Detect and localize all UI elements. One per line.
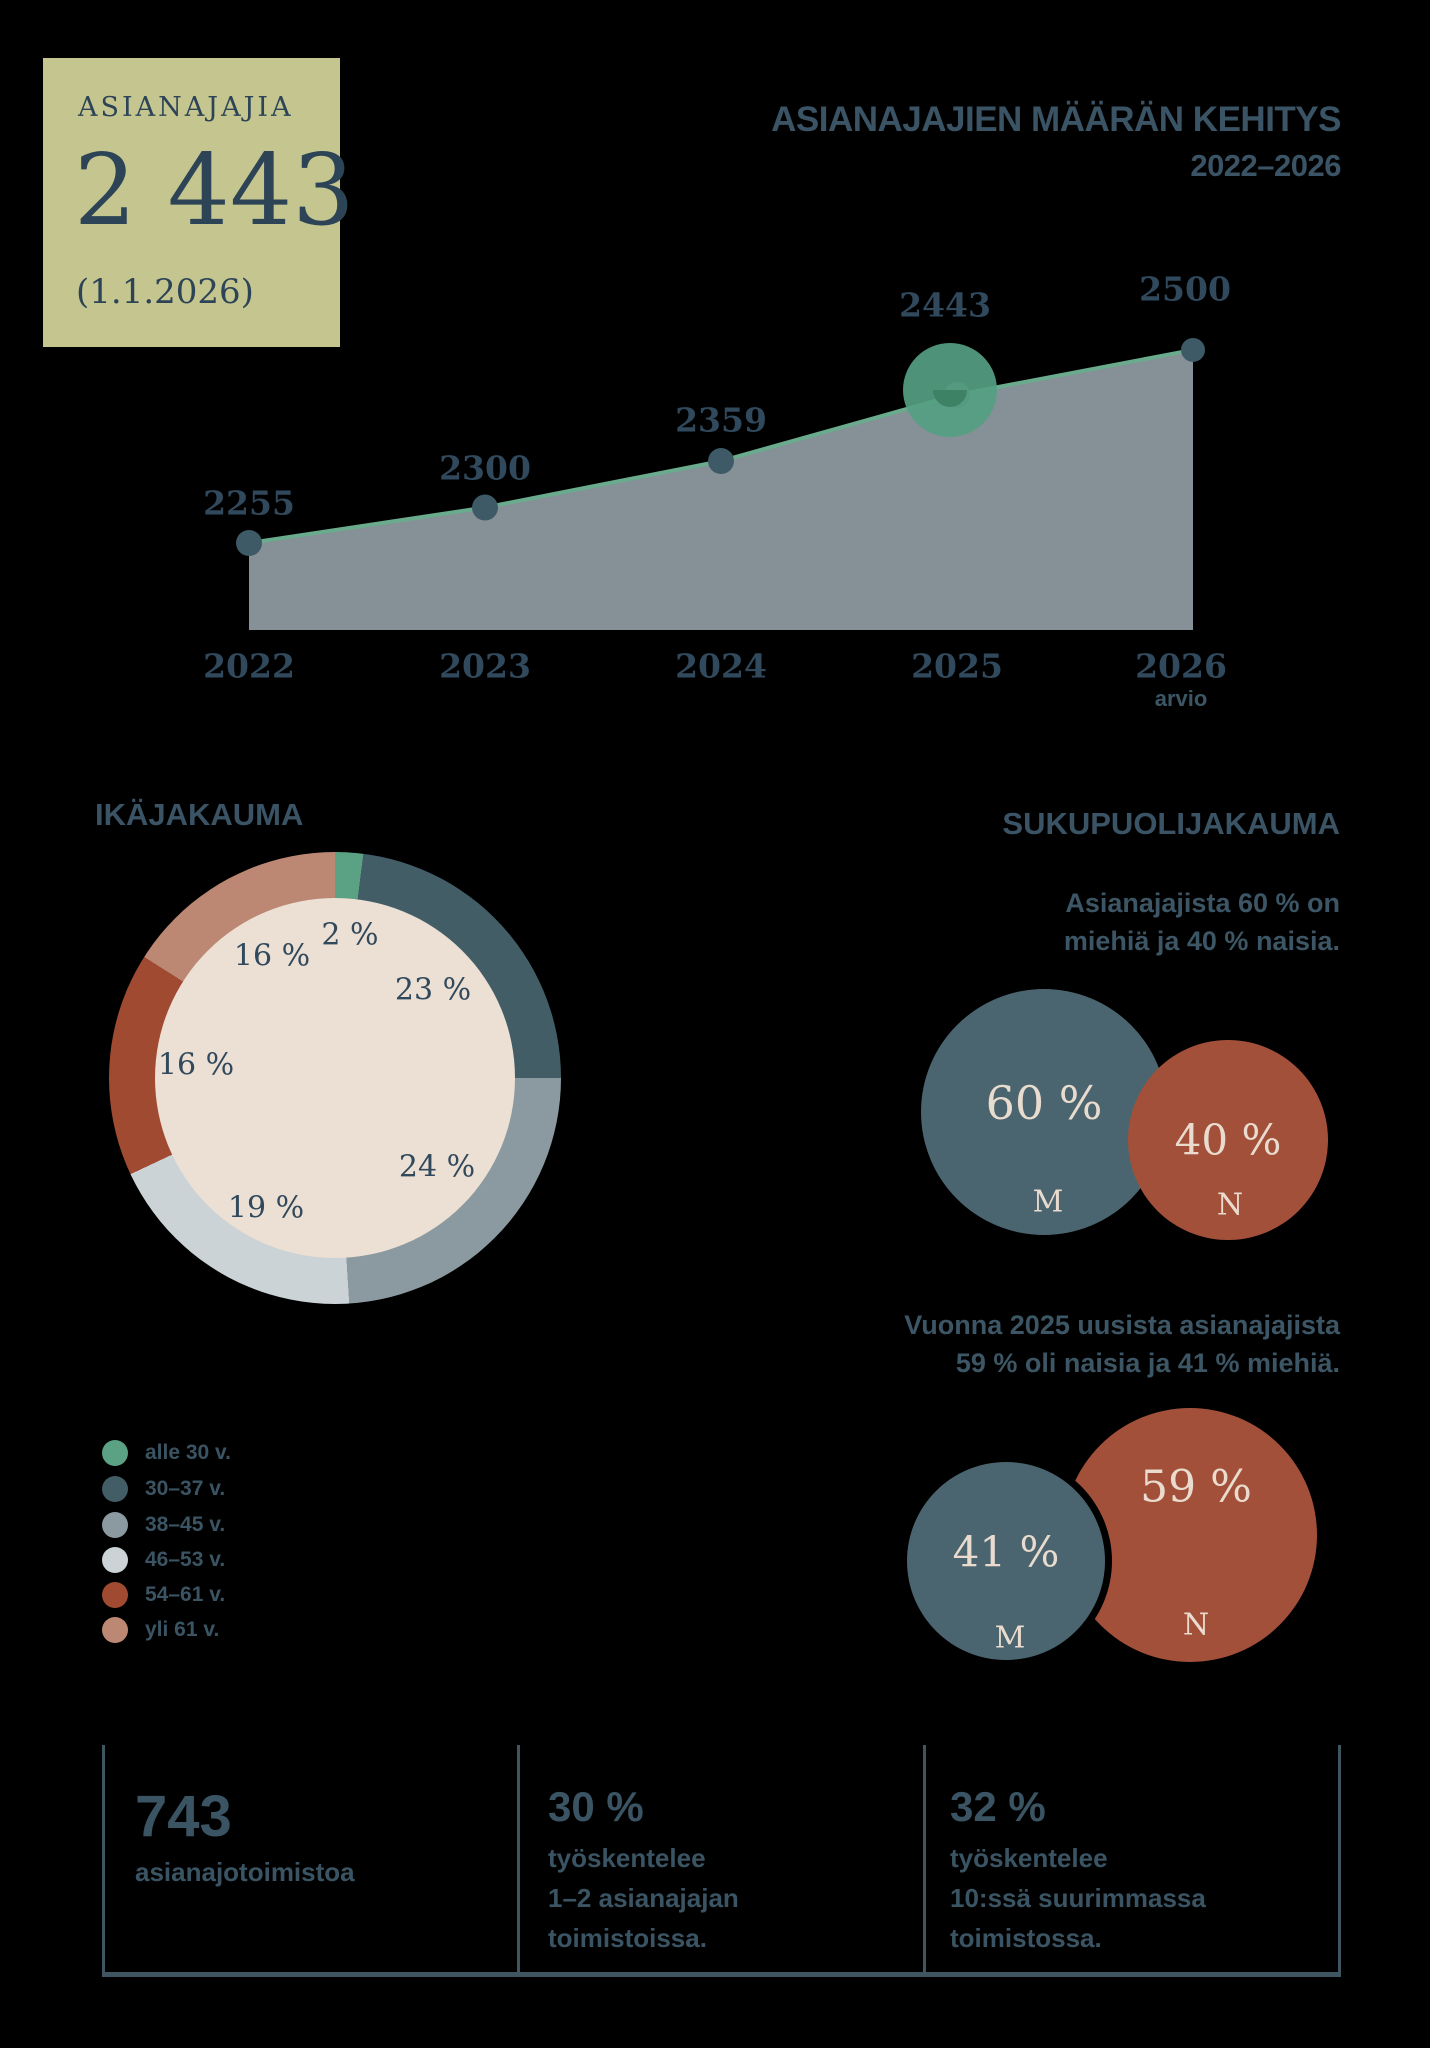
footer-divider-right <box>1338 1745 1341 1976</box>
footer-divider-left <box>102 1745 105 1976</box>
gender-para2-line2: 59 % oli naisia ja 41 % miehiä. <box>955 1348 1340 1378</box>
gender-circle-male-1 <box>921 989 1167 1235</box>
gender-section-title: SUKUPUOLIJAKAUMA <box>1002 806 1340 841</box>
gender-pct-female-1: 40 % <box>1174 1115 1282 1165</box>
age-donut-hole <box>155 898 515 1258</box>
year-label-2022: 2022 <box>203 646 295 686</box>
gender-paragraph-1: Asianajajista 60 % on miehiä ja 40 % nai… <box>1064 884 1340 960</box>
legend-dot-alle30 <box>102 1440 128 1466</box>
age-pct-30-37: 23 % <box>394 972 472 1008</box>
legend-dot-54-61 <box>102 1582 128 1608</box>
legend-dot-yli61 <box>102 1617 128 1643</box>
footer-col3-line1: työskentelee <box>950 1843 1108 1873</box>
footer-col3-line2: 10:ssä suurimmassa <box>950 1883 1206 1913</box>
footer-col2-line3: toimistoissa. <box>548 1923 707 1953</box>
footer-col3-line3: toimistossa. <box>950 1923 1102 1953</box>
age-pct-54-61: 16 % <box>157 1047 235 1083</box>
footer-offices-label: asianajotoimistoa <box>135 1857 355 1887</box>
gender-letter-female-1: N <box>1216 1187 1244 1223</box>
gender-letter-male-2: M <box>994 1620 1026 1656</box>
gender-circle-male-2 <box>907 1462 1105 1660</box>
age-pct-alle30: 2 % <box>321 917 379 953</box>
footer-col2-line1: työskentelee <box>548 1843 706 1873</box>
legend-label-30-37: 30–37 v. <box>145 1477 226 1500</box>
footer-col2-value: 30 % <box>548 1783 644 1830</box>
value-label-2024: 2359 <box>675 400 767 440</box>
footer-col2-line2: 1–2 asianajajan <box>548 1883 739 1913</box>
legend-label-46-53: 46–53 v. <box>145 1548 226 1571</box>
footer-divider-2 <box>923 1745 926 1976</box>
badge-label: ASIANAJAJIA <box>78 92 294 123</box>
gender-pct-male-2: 41 % <box>952 1527 1060 1577</box>
legend-label-38-45: 38–45 v. <box>145 1513 226 1536</box>
gender-pct-female-2: 59 % <box>1140 1461 1252 1513</box>
footer-col3-text: työskentelee 10:ssä suurimmassa toimisto… <box>950 1838 1206 1958</box>
trend-title-line2: 2022–2026 <box>1190 148 1341 183</box>
age-pct-yli61: 16 % <box>233 938 311 974</box>
footer-divider-1 <box>517 1745 520 1976</box>
gender-letter-female-2: N <box>1182 1607 1210 1643</box>
value-label-2023: 2300 <box>439 448 531 488</box>
age-section-title: IKÄJAKAUMA <box>95 797 304 832</box>
year-label-2025: 2025 <box>911 646 1003 686</box>
legend-dot-46-53 <box>102 1547 128 1573</box>
footer-col3-value: 32 % <box>950 1783 1046 1830</box>
value-label-2025: 2443 <box>899 285 991 325</box>
gender-paragraph-2: Vuonna 2025 uusista asianajajista 59 % o… <box>904 1306 1340 1382</box>
footer-col2-text: työskentelee 1–2 asianajajan toimistoiss… <box>548 1838 739 1958</box>
legend-label-54-61: 54–61 v. <box>145 1583 226 1606</box>
age-pct-38-45: 24 % <box>398 1149 476 1185</box>
lawyer-count-badge <box>43 58 340 347</box>
badge-date: (1.1.2026) <box>76 272 254 312</box>
trend-title-line1: ASIANAJAJIEN MÄÄRÄN KEHITYS <box>771 100 1341 139</box>
gender-para1-line2: miehiä ja 40 % naisia. <box>1063 926 1340 956</box>
gender-para2-line1: Vuonna 2025 uusista asianajajista <box>904 1310 1340 1340</box>
year-label-2024: 2024 <box>675 646 767 686</box>
footer-offices-count: 743 <box>135 1784 232 1849</box>
year-label-2023: 2023 <box>439 646 531 686</box>
gender-pct-male-1: 60 % <box>985 1076 1103 1130</box>
trend-area-chart <box>236 337 1205 630</box>
legend-label-alle30: alle 30 v. <box>145 1441 232 1464</box>
badge-value: 2 443 <box>74 134 355 248</box>
gender-circle-female-2 <box>1063 1408 1317 1662</box>
trend-title: ASIANAJAJIEN MÄÄRÄN KEHITYS 2022–2026 <box>771 100 1341 184</box>
gender-circle-female-1 <box>1128 1040 1328 1240</box>
age-pct-46-53: 19 % <box>227 1190 305 1226</box>
legend-dot-30-37 <box>102 1476 128 1502</box>
legend-dot-38-45 <box>102 1512 128 1538</box>
gender-para1-line1: Asianajajista 60 % on <box>1065 888 1340 918</box>
value-label-2026: 2500 <box>1139 269 1231 309</box>
arvio-label: arvio <box>1154 686 1208 711</box>
footer-baseline <box>102 1972 1341 1977</box>
gender-letter-male-1: M <box>1032 1184 1064 1220</box>
value-label-2022: 2255 <box>203 483 295 523</box>
legend-label-yli61: yli 61 v. <box>145 1618 220 1641</box>
year-label-2026: 2026 <box>1135 646 1227 686</box>
